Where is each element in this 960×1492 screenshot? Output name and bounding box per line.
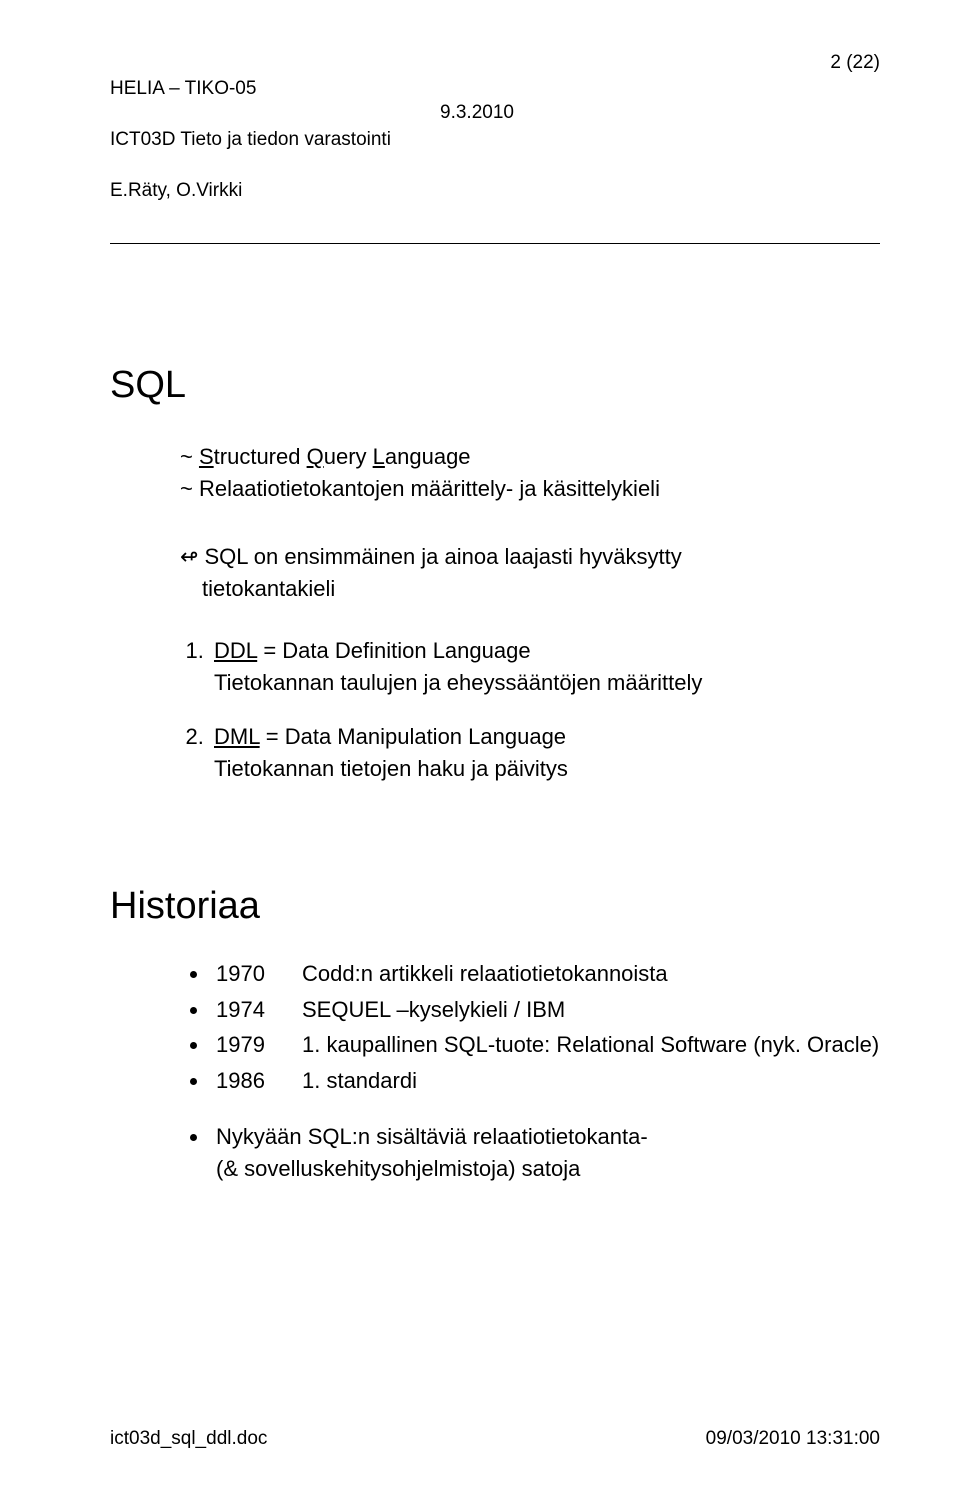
- body: SQL ~ Structured Query Language ~ Relaat…: [110, 364, 880, 1184]
- arrow-block: ↫SQL on ensimmäinen ja ainoa laajasti hy…: [180, 541, 880, 605]
- year-0: 1970: [216, 958, 302, 990]
- tilde-line-2: ~ Relaatiotietokantojen määrittely- ja k…: [180, 473, 880, 505]
- tilde-block: ~ Structured Query Language ~ Relaatioti…: [180, 441, 880, 505]
- list-item: 1970 Codd:n artikkeli relaatiotietokanno…: [210, 958, 880, 990]
- header-left: HELIA – TIKO-05 ICT03D Tieto ja tiedon v…: [110, 50, 391, 229]
- footer-left: ict03d_sql_ddl.doc: [110, 1428, 267, 1450]
- text-anguage: anguage: [385, 444, 471, 469]
- dml-rest: = Data Manipulation Language: [260, 724, 566, 749]
- underline-s: S: [199, 444, 214, 469]
- footer: ict03d_sql_ddl.doc 09/03/2010 13:31:00: [110, 1428, 880, 1450]
- year-text-1: SEQUEL –kyselykieli / IBM: [302, 994, 880, 1026]
- text-tructured: tructured: [214, 444, 307, 469]
- list-item: 1979 1. kaupallinen SQL-tuote: Relationa…: [210, 1029, 880, 1061]
- underline-l: L: [373, 444, 385, 469]
- year-1: 1974: [216, 994, 302, 1026]
- page-title: SQL: [110, 364, 880, 407]
- header-line1: HELIA – TIKO-05: [110, 76, 391, 102]
- header: HELIA – TIKO-05 ICT03D Tieto ja tiedon v…: [110, 50, 880, 229]
- list-item: DDL = Data Definition Language Tietokann…: [210, 635, 880, 699]
- bullet2-line1: Nykyään SQL:n sisältäviä relaatiotietoka…: [216, 1124, 648, 1149]
- header-line2: ICT03D Tieto ja tiedon varastointi: [110, 127, 391, 153]
- bullet2-line2: (& sovelluskehitysohjelmistoja) satoja: [216, 1156, 580, 1181]
- numbered-list: DDL = Data Definition Language Tietokann…: [182, 635, 880, 785]
- list-item: 1986 1. standardi: [210, 1065, 880, 1097]
- dml-underline: DML: [214, 724, 260, 749]
- historiaa-title: Historiaa: [110, 885, 880, 928]
- text-uery: uery: [324, 444, 373, 469]
- tilde-prefix-1: ~: [180, 444, 199, 469]
- list-item: 1974 SEQUEL –kyselykieli / IBM: [210, 994, 880, 1026]
- page: HELIA – TIKO-05 ICT03D Tieto ja tiedon v…: [0, 0, 960, 1492]
- header-divider: [110, 243, 880, 244]
- spacer: [110, 1101, 880, 1121]
- header-right: 2 (22): [830, 50, 880, 229]
- header-date: 9.3.2010: [440, 102, 514, 124]
- year-text-3: 1. standardi: [302, 1065, 880, 1097]
- header-line3: E.Räty, O.Virkki: [110, 178, 391, 204]
- ddl-sub: Tietokannan taulujen ja eheyssääntöjen m…: [214, 670, 702, 695]
- year-text-0: Codd:n artikkeli relaatiotietokannoista: [302, 958, 880, 990]
- list-item: Nykyään SQL:n sisältäviä relaatiotietoka…: [210, 1121, 880, 1185]
- arrow-text-1: SQL on ensimmäinen ja ainoa laajasti hyv…: [204, 544, 681, 569]
- year-2: 1979: [216, 1029, 302, 1061]
- history-bullets: 1970 Codd:n artikkeli relaatiotietokanno…: [210, 958, 880, 1098]
- year-text-2: 1. kaupallinen SQL-tuote: Relational Sof…: [302, 1029, 880, 1061]
- year-3: 1986: [216, 1065, 302, 1097]
- arrow-icon: ↫: [180, 544, 198, 569]
- dml-sub: Tietokannan tietojen haku ja päivitys: [214, 756, 568, 781]
- list-item: DML = Data Manipulation Language Tietoka…: [210, 721, 880, 785]
- underline-q: Q: [307, 444, 324, 469]
- ddl-rest: = Data Definition Language: [257, 638, 530, 663]
- ddl-underline: DDL: [214, 638, 257, 663]
- footer-right: 09/03/2010 13:31:00: [706, 1428, 880, 1450]
- tilde-line-1: ~ Structured Query Language: [180, 441, 880, 473]
- history-bullets-2: Nykyään SQL:n sisältäviä relaatiotietoka…: [210, 1121, 880, 1185]
- arrow-line-1: ↫SQL on ensimmäinen ja ainoa laajasti hy…: [180, 541, 880, 573]
- arrow-line-2: tietokantakieli: [202, 573, 880, 605]
